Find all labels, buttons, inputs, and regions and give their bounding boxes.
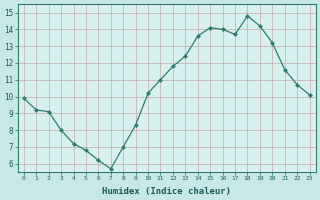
- X-axis label: Humidex (Indice chaleur): Humidex (Indice chaleur): [102, 187, 231, 196]
